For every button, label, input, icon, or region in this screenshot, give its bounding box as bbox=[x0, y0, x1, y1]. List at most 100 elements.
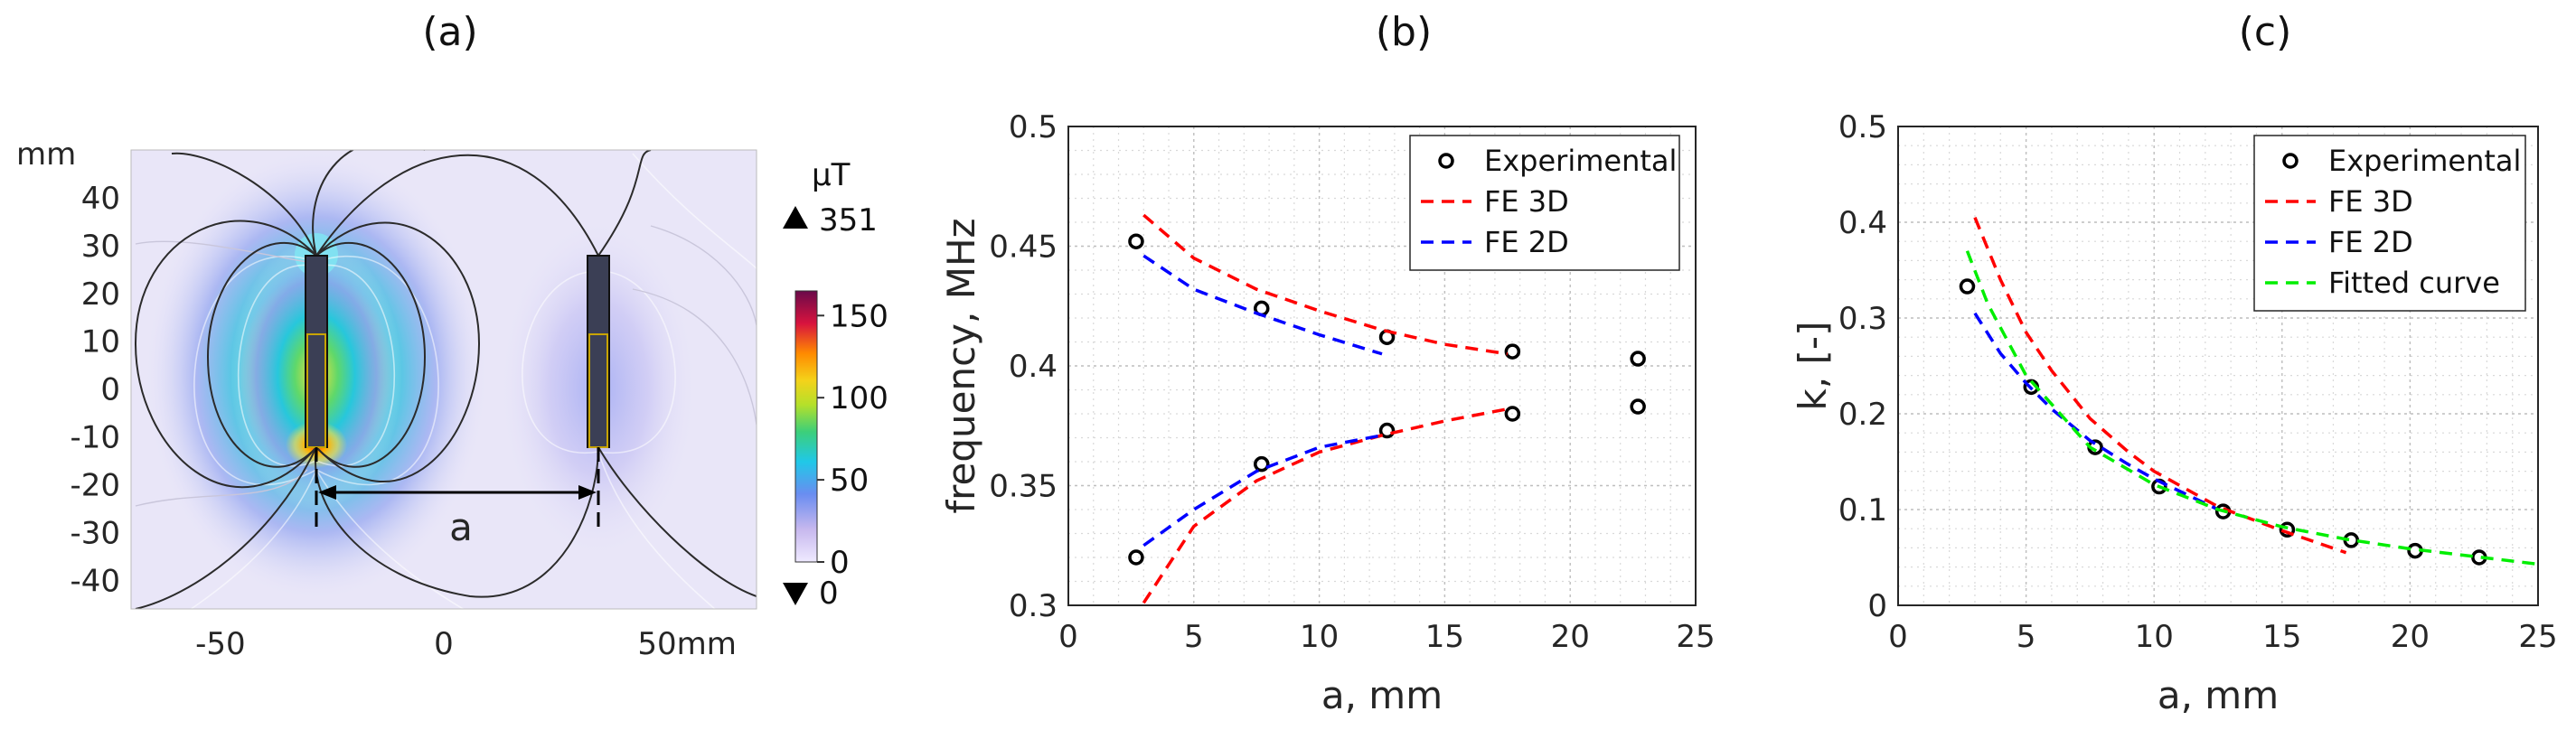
colorbar-tick-label: 150 bbox=[830, 298, 888, 334]
colorbar-ticks: 150 100 50 0 bbox=[817, 298, 888, 581]
fe-3d-line bbox=[1142, 407, 1509, 604]
panel-a-field-map: (a) bbox=[16, 9, 888, 662]
colorbar-unit: µT bbox=[812, 157, 851, 193]
legend-label: FE 2D bbox=[1484, 225, 1569, 259]
legend-label: FE 2D bbox=[2328, 225, 2413, 259]
legend-marker bbox=[2282, 153, 2299, 169]
b-x-tick-label: 15 bbox=[1425, 619, 1464, 655]
c-y-tick-label: 0.5 bbox=[1838, 109, 1887, 145]
c-y-tick-label: 0 bbox=[1867, 588, 1887, 624]
left-rod bbox=[305, 255, 328, 448]
c-x-tick-label: 10 bbox=[2135, 619, 2174, 655]
colorbar-tick-label: 0 bbox=[830, 545, 850, 581]
experimental-point bbox=[1630, 398, 1646, 415]
c-x-tick-label: 0 bbox=[1888, 619, 1908, 655]
panel-a-label: (a) bbox=[422, 9, 477, 55]
experimental-point bbox=[1254, 455, 1270, 473]
panel-c-ticks: 0 5 10 15 20 25 0 0.1 0.2 0.3 0.4 0.5 bbox=[1838, 109, 2558, 655]
distance-arrowhead-left bbox=[318, 485, 336, 500]
y-unit-label-a: mm bbox=[16, 136, 76, 173]
fe-3d-line bbox=[1142, 213, 1509, 356]
panel-a-y-ticks: 40 30 20 10 0 -10 -20 -30 -40 bbox=[70, 181, 120, 599]
field-map-frame bbox=[130, 149, 757, 610]
distance-label: a bbox=[449, 505, 473, 549]
legend-box bbox=[1409, 135, 1680, 271]
b-x-tick-label: 20 bbox=[1551, 619, 1590, 655]
b-y-tick-label: 0.5 bbox=[1009, 109, 1058, 145]
field-lines bbox=[134, 150, 757, 609]
right-rod bbox=[587, 255, 610, 448]
colorbar bbox=[794, 290, 818, 563]
legend-label: Experimental bbox=[1484, 144, 1677, 178]
panel-a-y-tick-label: -10 bbox=[70, 420, 120, 456]
field-map bbox=[134, 150, 757, 609]
c-x-tick-label: 5 bbox=[2017, 619, 2036, 655]
experimental-point bbox=[1128, 549, 1144, 566]
panel-c-y-axis-label: k, [-] bbox=[1791, 322, 1835, 411]
legend-label: Fitted curve bbox=[2328, 266, 2500, 300]
panel-b-legend: Experimental FE 3D FE 2D bbox=[1409, 135, 1680, 271]
legend-marker bbox=[1438, 153, 1454, 169]
panel-a-y-tick-label: 20 bbox=[81, 276, 120, 313]
fe-2d-line bbox=[1142, 254, 1383, 356]
panel-b-y-axis-label: frequency, MHz bbox=[939, 218, 983, 513]
experimental-point bbox=[1128, 233, 1144, 249]
b-y-tick-label: 0.3 bbox=[1009, 588, 1058, 624]
legend-label: FE 3D bbox=[1484, 184, 1569, 219]
distance-arrowhead-right bbox=[578, 485, 597, 500]
panel-a-x-tick-label: -50 bbox=[195, 626, 246, 662]
b-x-tick-label: 10 bbox=[1300, 619, 1339, 655]
legend-label: FE 3D bbox=[2328, 184, 2413, 219]
panel-b-ticks: 0 5 10 15 20 25 0.3 0.35 0.4 0.45 0.5 bbox=[989, 109, 1715, 655]
fe-3d-line bbox=[1973, 217, 2347, 555]
experimental-point bbox=[1504, 343, 1521, 360]
colorbar-min-label: 0 bbox=[819, 576, 839, 612]
panel-b-frequency-chart: (b) 0 5 10 15 20 25 0.3 0.35 0.4 0.45 0.5 a, mm fr… bbox=[939, 9, 1716, 717]
b-y-tick-label: 0.35 bbox=[989, 469, 1058, 505]
c-x-tick-label: 25 bbox=[2518, 619, 2557, 655]
colorbar-tick-label: 100 bbox=[830, 380, 888, 416]
c-y-tick-label: 0.4 bbox=[1838, 205, 1887, 241]
max-marker-icon bbox=[783, 206, 808, 229]
panel-a-y-tick-label: 0 bbox=[100, 372, 120, 408]
fe-2d-line bbox=[1142, 434, 1383, 548]
c-y-tick-label: 0.1 bbox=[1838, 492, 1887, 529]
panel-a-y-tick-label: -20 bbox=[70, 467, 120, 503]
panel-a-y-tick-label: 30 bbox=[81, 229, 120, 265]
b-x-tick-label: 0 bbox=[1058, 619, 1078, 655]
panel-b-x-axis-label: a, mm bbox=[1321, 673, 1443, 717]
b-y-tick-label: 0.45 bbox=[989, 229, 1058, 266]
min-marker-icon bbox=[783, 583, 808, 605]
panel-a-y-tick-label: -40 bbox=[70, 563, 120, 599]
panel-a-y-tick-label: -30 bbox=[70, 515, 120, 551]
c-y-tick-label: 0.3 bbox=[1838, 301, 1887, 337]
experimental-point bbox=[1630, 351, 1646, 367]
b-y-tick-label: 0.4 bbox=[1009, 349, 1058, 385]
legend-label: Experimental bbox=[2328, 144, 2521, 178]
experimental-point bbox=[1959, 278, 1976, 295]
panel-c-axes-box bbox=[1897, 126, 2539, 606]
panel-b-label: (b) bbox=[1376, 9, 1432, 55]
b-x-tick-label: 25 bbox=[1676, 619, 1715, 655]
c-x-tick-label: 15 bbox=[2262, 619, 2301, 655]
experimental-point bbox=[2279, 521, 2296, 538]
colorbar-tick-label: 50 bbox=[830, 463, 869, 499]
legend-box bbox=[2253, 135, 2526, 312]
fe-2d-line bbox=[1973, 312, 2219, 511]
c-x-tick-label: 20 bbox=[2391, 619, 2430, 655]
panel-a-y-tick-label: 10 bbox=[81, 324, 120, 360]
panel-a-x-tick-label: 0 bbox=[434, 626, 454, 662]
colorbar-max-label: 351 bbox=[819, 202, 878, 239]
experimental-point bbox=[1378, 422, 1396, 439]
panel-c-legend: Experimental FE 3D FE 2D Fitted curve bbox=[2253, 135, 2526, 312]
panel-a-x-ticks: -50 0 50mm bbox=[195, 626, 737, 662]
panel-b-series bbox=[1128, 213, 1646, 604]
panel-b-axes-box bbox=[1067, 126, 1697, 606]
experimental-point bbox=[1504, 406, 1521, 422]
panel-c-label: (c) bbox=[2239, 9, 2292, 55]
grey-field-lines bbox=[135, 225, 757, 507]
panel-c-x-axis-label: a, mm bbox=[2158, 673, 2279, 717]
b-x-tick-label: 5 bbox=[1184, 619, 1204, 655]
panel-c-series bbox=[1959, 217, 2539, 566]
